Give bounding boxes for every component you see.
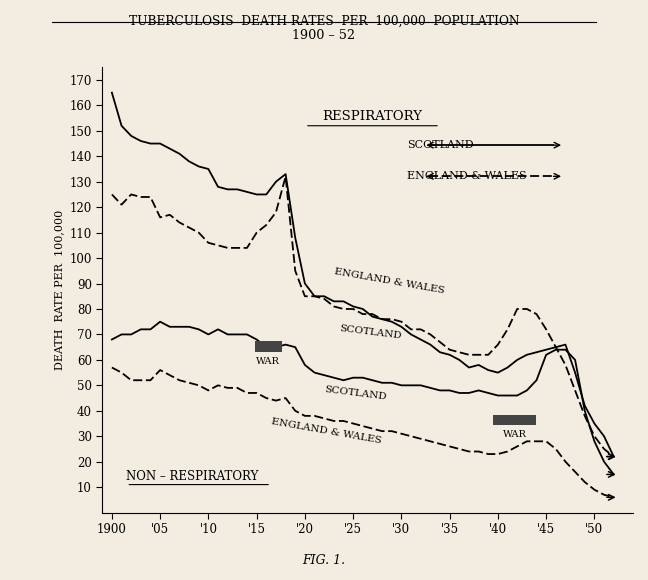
- Text: SCOTLAND: SCOTLAND: [339, 324, 402, 340]
- Text: ENGLAND & WALES: ENGLAND & WALES: [334, 267, 445, 295]
- Text: ENGLAND & WALES: ENGLAND & WALES: [408, 171, 527, 182]
- Text: SCOTLAND: SCOTLAND: [408, 140, 474, 150]
- Text: TUBERCULOSIS  DEATH RATES  PER  100,000  POPULATION: TUBERCULOSIS DEATH RATES PER 100,000 POP…: [129, 14, 519, 27]
- Y-axis label: DEATH  RATE PER  100,000: DEATH RATE PER 100,000: [54, 210, 64, 370]
- Text: 1900 – 52: 1900 – 52: [292, 29, 356, 42]
- Text: FIG. 1.: FIG. 1.: [303, 554, 345, 567]
- Text: RESPIRATORY: RESPIRATORY: [323, 110, 422, 123]
- Bar: [255, 341, 282, 352]
- Text: WAR: WAR: [256, 357, 280, 367]
- Bar: [493, 415, 537, 425]
- Text: SCOTLAND: SCOTLAND: [324, 385, 388, 401]
- Text: NON – RESPIRATORY: NON – RESPIRATORY: [126, 470, 259, 483]
- Text: WAR: WAR: [503, 430, 527, 439]
- Text: ENGLAND & WALES: ENGLAND & WALES: [271, 417, 382, 445]
